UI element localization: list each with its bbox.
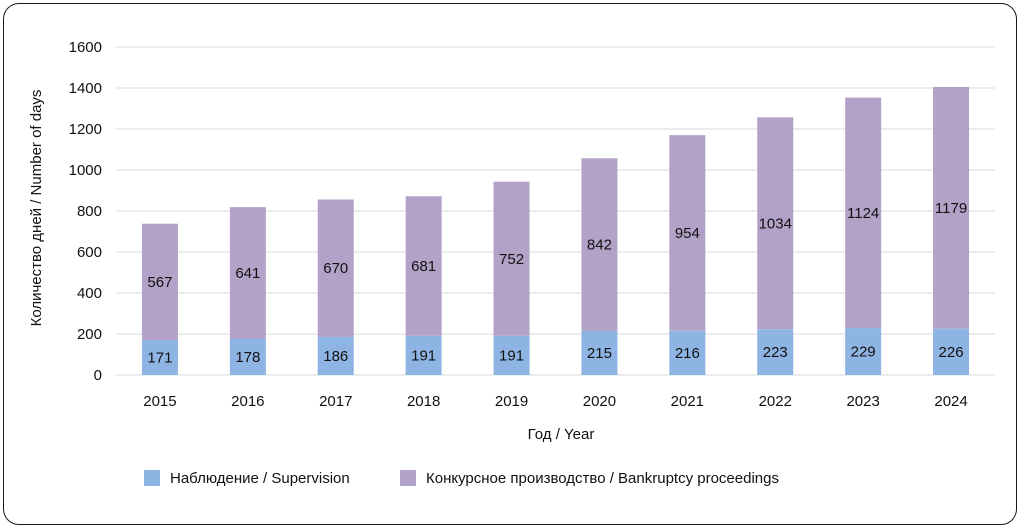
data-label: 842 — [587, 237, 612, 254]
bar-segment — [141, 339, 178, 375]
y-tick-label: 0 — [94, 367, 102, 384]
legend-swatch — [144, 470, 160, 486]
data-label: 1179 — [935, 200, 967, 217]
x-tick-label: 2016 — [231, 393, 264, 410]
y-tick-label: 800 — [77, 203, 102, 220]
bar-segment — [405, 335, 442, 375]
data-label: 216 — [675, 345, 700, 362]
data-label: 178 — [235, 349, 260, 366]
data-label: 1034 — [759, 215, 792, 232]
bars — [141, 86, 970, 375]
data-label: 567 — [147, 274, 172, 291]
data-label: 226 — [939, 344, 964, 361]
bar-segment — [317, 336, 354, 375]
x-tick-label: 2019 — [495, 393, 528, 410]
bar-segment — [581, 330, 618, 375]
bar-segment — [317, 199, 354, 337]
bar-segment — [493, 181, 530, 336]
data-label: 191 — [499, 347, 524, 364]
data-label: 752 — [499, 251, 524, 268]
y-tick-label: 400 — [77, 285, 102, 302]
bar-segment — [405, 196, 442, 336]
data-label: 191 — [411, 347, 436, 364]
y-axis-label: Количество дней / Number of days — [28, 90, 45, 327]
bar-segment — [669, 330, 706, 375]
data-label: 954 — [675, 225, 700, 242]
data-label: 681 — [411, 258, 436, 275]
bar-segment — [757, 117, 794, 330]
legend-label: Наблюдение / Supervision — [170, 470, 350, 487]
bar-segment — [229, 338, 266, 375]
bar-segment — [845, 328, 882, 375]
bar-segment — [757, 329, 794, 375]
data-labels: 171 567 178 641 186 670 191 681 191 752 215 842 216 9… — [147, 200, 967, 367]
bar-segment — [933, 328, 970, 375]
x-tick-label: 2015 — [143, 393, 176, 410]
bar-segment — [229, 207, 266, 339]
y-tick-label: 1400 — [69, 80, 102, 97]
data-label: 229 — [851, 344, 876, 361]
x-tick-label: 2022 — [759, 393, 792, 410]
legend-label: Конкурсное производство / Bankruptcy pro… — [426, 470, 779, 487]
y-tick-label: 200 — [77, 326, 102, 343]
bar-segment — [141, 223, 178, 340]
data-label: 186 — [323, 348, 348, 365]
y-tick-label: 1600 — [69, 39, 102, 56]
x-tick-label: 2017 — [319, 393, 352, 410]
legend: Наблюдение / Supervision Конкурсное произ… — [144, 470, 779, 487]
legend-swatch — [400, 470, 416, 486]
x-tick-labels: 2015 2016 2017 2018 2019 2020 2021 2022 2023 2024 — [143, 393, 967, 410]
x-tick-label: 2020 — [583, 393, 616, 410]
data-label: 215 — [587, 345, 612, 362]
data-label: 641 — [235, 265, 260, 282]
y-tick-labels: 0 200 400 600 800 1000 1200 1400 1600 — [69, 39, 102, 384]
bar-segment — [845, 97, 882, 329]
y-tick-label: 1200 — [69, 121, 102, 138]
data-label: 1124 — [847, 205, 879, 222]
bar-segment — [933, 86, 970, 329]
bar-segment — [581, 158, 618, 331]
bar-segment — [493, 335, 530, 375]
y-tick-label: 1000 — [69, 162, 102, 179]
data-label: 171 — [147, 349, 172, 366]
x-tick-label: 2024 — [934, 393, 967, 410]
y-tick-label: 600 — [77, 244, 102, 261]
bar-segment — [669, 135, 706, 331]
data-label: 670 — [323, 260, 348, 277]
data-label: 223 — [763, 344, 788, 361]
x-tick-label: 2023 — [846, 393, 879, 410]
x-axis-label: Год / Year — [528, 426, 595, 443]
x-tick-label: 2021 — [671, 393, 704, 410]
x-tick-label: 2018 — [407, 393, 440, 410]
